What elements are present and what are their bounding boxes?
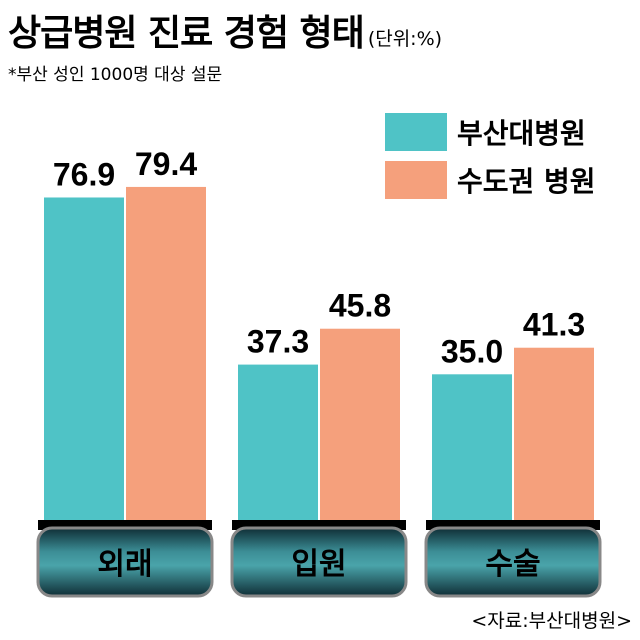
legend-swatch-capital — [385, 161, 447, 199]
legend-label-capital: 수도권 병원 — [457, 165, 596, 198]
unit-label: (단위:%) — [367, 28, 443, 50]
chart-legend: 부산대병원 수도권 병원 — [385, 108, 596, 204]
category-label-1: 외래 — [97, 547, 152, 582]
value-label-busan-1: 76.9 — [53, 156, 115, 192]
bar-busan-3 — [432, 374, 512, 522]
source-note: <자료:부산대병원> — [471, 610, 632, 632]
category-bar-band-1 — [38, 520, 212, 530]
category-bar-band-2 — [232, 520, 406, 530]
legend-swatch-busan — [385, 113, 447, 151]
legend-item-busan: 부산대병원 — [385, 108, 596, 156]
category-label-bg-3 — [424, 526, 602, 598]
value-label-busan-3: 35.0 — [441, 333, 503, 369]
chart-title: 상급병원 진료 경험 형태 (단위:%) — [8, 4, 442, 56]
value-label-capital-1: 79.4 — [135, 146, 197, 182]
legend-item-capital: 수도권 병원 — [385, 156, 596, 204]
bar-busan-2 — [238, 364, 318, 522]
category-label-3: 수술 — [485, 547, 540, 582]
category-label-bg-2 — [230, 526, 408, 598]
bar-busan-1 — [44, 197, 124, 522]
value-label-busan-2: 37.3 — [247, 324, 309, 360]
legend-label-busan: 부산대병원 — [457, 117, 586, 150]
category-label-2: 입원 — [291, 547, 346, 582]
value-label-capital-2: 45.8 — [329, 288, 391, 324]
bar-capital-1 — [126, 186, 206, 522]
category-label-bg-1 — [36, 526, 214, 598]
chart-subtitle: *부산 성인 1000명 대상 설문 — [8, 65, 223, 85]
title-text: 상급병원 진료 경험 형태 — [8, 13, 365, 54]
bar-capital-2 — [320, 328, 400, 522]
category-bar-band-3 — [426, 520, 600, 530]
value-label-capital-3: 41.3 — [523, 307, 585, 343]
bar-capital-3 — [514, 347, 594, 522]
